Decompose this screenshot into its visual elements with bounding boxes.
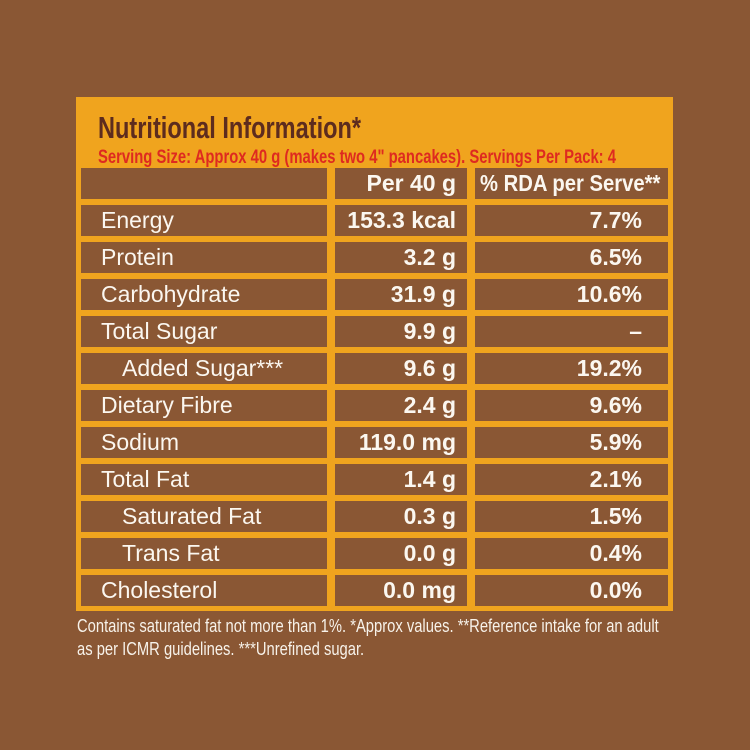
- row-rda-trans-fat: 0.4%: [475, 538, 668, 569]
- row-rda-energy: 7.7%: [475, 205, 668, 236]
- page-title: Nutritional Information*: [98, 110, 362, 145]
- row-rda-total-fat: 2.1%: [475, 464, 668, 495]
- serving-size-info: Serving Size: Approx 40 g (makes two 4" …: [98, 147, 616, 168]
- row-amount-cholesterol: 0.0 mg: [335, 575, 467, 606]
- row-label-sodium: Sodium: [81, 427, 327, 458]
- row-amount-total-sugar: 9.9 g: [335, 316, 467, 347]
- row-label-trans-fat: Trans Fat: [81, 538, 327, 569]
- row-rda-added-sugar: 19.2%: [475, 353, 668, 384]
- row-label-protein: Protein: [81, 242, 327, 273]
- row-label-cholesterol: Cholesterol: [81, 575, 327, 606]
- row-amount-trans-fat: 0.0 g: [335, 538, 467, 569]
- row-label-energy: Energy: [81, 205, 327, 236]
- row-amount-added-sugar: 9.6 g: [335, 353, 467, 384]
- disclaimer: Contains saturated fat not more than 1%.…: [77, 615, 737, 661]
- row-amount-saturated-fat: 0.3 g: [335, 501, 467, 532]
- row-amount-sodium: 119.0 mg: [335, 427, 467, 458]
- row-label-saturated-fat: Saturated Fat: [81, 501, 327, 532]
- row-rda-cholesterol: 0.0%: [475, 575, 668, 606]
- row-label-carbohydrate: Carbohydrate: [81, 279, 327, 310]
- column-header-blank: [81, 168, 327, 199]
- column-header-rda-per-serve-text: % RDA per Serve**: [480, 170, 661, 196]
- row-label-total-sugar: Total Sugar: [81, 316, 327, 347]
- row-label-total-fat: Total Fat: [81, 464, 327, 495]
- row-rda-total-sugar: –: [475, 316, 668, 347]
- row-amount-protein: 3.2 g: [335, 242, 467, 273]
- column-header-rda-per-serve: % RDA per Serve**: [475, 168, 668, 199]
- column-header-per-40g: Per 40 g: [335, 168, 467, 199]
- nutrition-table: Per 40 g % RDA per Serve** Energy 153.3 k…: [81, 168, 668, 606]
- row-amount-dietary-fibre: 2.4 g: [335, 390, 467, 421]
- row-amount-total-fat: 1.4 g: [335, 464, 467, 495]
- row-rda-sodium: 5.9%: [475, 427, 668, 458]
- disclaimer-line-1: Contains saturated fat not more than 1%.…: [77, 616, 659, 636]
- row-amount-carbohydrate: 31.9 g: [335, 279, 467, 310]
- nutrition-panel: Nutritional Information* Serving Size: A…: [76, 97, 673, 611]
- row-rda-carbohydrate: 10.6%: [475, 279, 668, 310]
- row-rda-saturated-fat: 1.5%: [475, 501, 668, 532]
- row-label-added-sugar: Added Sugar***: [81, 353, 327, 384]
- row-rda-protein: 6.5%: [475, 242, 668, 273]
- row-label-dietary-fibre: Dietary Fibre: [81, 390, 327, 421]
- row-amount-energy: 153.3 kcal: [335, 205, 467, 236]
- disclaimer-line-2: as per ICMR guidelines. ***Unrefined sug…: [77, 639, 365, 659]
- row-rda-dietary-fibre: 9.6%: [475, 390, 668, 421]
